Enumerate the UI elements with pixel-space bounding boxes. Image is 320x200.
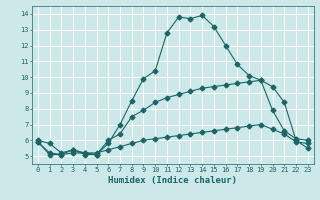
- X-axis label: Humidex (Indice chaleur): Humidex (Indice chaleur): [108, 176, 237, 185]
